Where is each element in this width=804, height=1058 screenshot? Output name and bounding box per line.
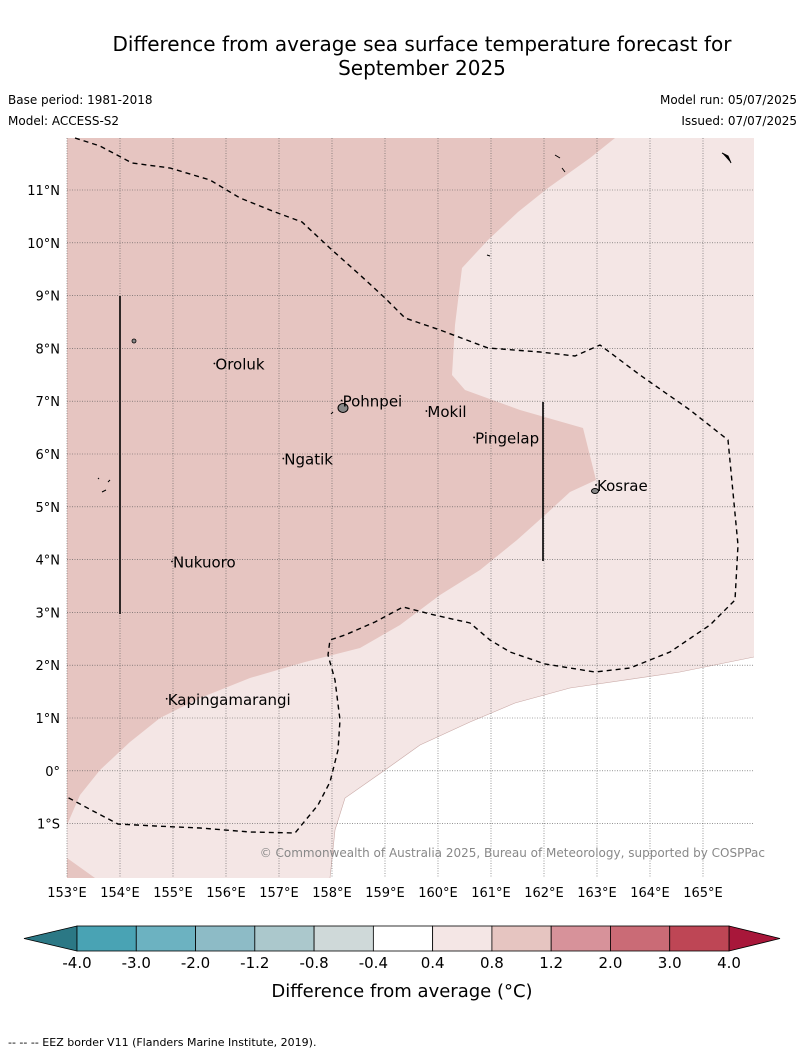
anomaly-0.8-1.2-fill bbox=[67, 138, 615, 825]
colorbar-tick-label: 2.0 bbox=[599, 954, 623, 972]
map-title-line2: September 2025 bbox=[338, 56, 506, 80]
colorbar-tick-label: 1.2 bbox=[539, 954, 563, 972]
graticule bbox=[66, 138, 754, 878]
longitude-label: 162°E bbox=[524, 886, 564, 901]
latitude-label: 1°N bbox=[36, 712, 61, 727]
colorbar-swatch bbox=[372, 925, 434, 952]
colorbar-tick-label: -4.0 bbox=[62, 954, 91, 972]
place-label: Pingelap bbox=[475, 429, 539, 447]
colorbar-swatch bbox=[550, 925, 611, 952]
place-marker bbox=[165, 697, 168, 700]
latitude-label: 2°N bbox=[36, 659, 61, 674]
longitude-label: 155°E bbox=[153, 886, 193, 901]
colorbar-tick-label: 0.4 bbox=[421, 954, 445, 972]
place-label: Kapingamarangi bbox=[168, 691, 291, 709]
colorbar-label: Difference from average (°C) bbox=[271, 981, 532, 1002]
colorbar-swatch bbox=[195, 925, 256, 952]
colorbar-swatch bbox=[135, 925, 196, 952]
colorbar-under-arrow bbox=[23, 925, 78, 952]
colorbar-swatch bbox=[254, 925, 315, 952]
place-marker bbox=[171, 560, 173, 563]
colorbar-tick-label: 4.0 bbox=[717, 954, 741, 972]
place-marker bbox=[473, 436, 475, 439]
colorbar-tick-label: -1.2 bbox=[240, 954, 269, 972]
latitude-label: 11°N bbox=[27, 184, 60, 199]
anomaly-neutral-fill bbox=[330, 657, 754, 878]
issued-date: Issued: 07/07/2025 bbox=[681, 114, 797, 128]
colorbar-tick-label: -2.0 bbox=[181, 954, 210, 972]
pohnpei-island-shape bbox=[337, 403, 349, 413]
longitude-label: 157°E bbox=[259, 886, 299, 901]
latitude-label: 5°N bbox=[36, 501, 61, 516]
colorbar-tick-label: -0.4 bbox=[359, 954, 388, 972]
eez-border-dashed bbox=[66, 137, 739, 834]
model-name: Model: ACCESS-S2 bbox=[8, 114, 120, 128]
latitude-label: 3°N bbox=[36, 606, 61, 621]
longitude-label: 154°E bbox=[100, 886, 140, 901]
kosrae-island-shape bbox=[591, 488, 599, 494]
latitude-label: 8°N bbox=[36, 342, 61, 357]
place-label: Oroluk bbox=[215, 356, 264, 374]
place-marker bbox=[425, 410, 428, 412]
longitude-label: 153°E bbox=[47, 886, 87, 901]
longitude-label: 165°E bbox=[683, 886, 723, 901]
anomaly-0.8-1.2-fill-corner bbox=[67, 858, 95, 878]
colorbar-swatch bbox=[491, 925, 552, 952]
longitude-label: 158°E bbox=[312, 886, 352, 901]
place-label: Nukuoro bbox=[173, 554, 236, 572]
place-labels: Oroluk Pohnpei Mokil Pingelap Ngatik Kosrae Nu… bbox=[165, 356, 648, 709]
base-period: Base period: 1981-2018 bbox=[8, 93, 153, 107]
contour-0.4 bbox=[329, 656, 755, 879]
colorbar-over-arrow bbox=[728, 925, 781, 952]
longitude-label: 160°E bbox=[418, 886, 458, 901]
colorbar-swatch bbox=[313, 925, 374, 952]
map-title: Difference from average sea surface temp… bbox=[40, 32, 804, 80]
atoll-outlines bbox=[97, 152, 732, 493]
colorbar-swatch bbox=[76, 925, 137, 952]
latitude-label: 0° bbox=[45, 765, 60, 780]
place-marker bbox=[213, 362, 216, 365]
latitude-labels: 11°N 10°N 9°N 8°N 7°N 6°N 5°N 4°N 3°N 2°N 1°N 0° 1°S bbox=[27, 184, 60, 833]
latitude-label: 4°N bbox=[36, 554, 61, 569]
place-marker bbox=[282, 457, 285, 460]
model-run: Model run: 05/07/2025 bbox=[659, 93, 797, 107]
latitude-label: 9°N bbox=[36, 290, 61, 305]
map-area: Oroluk Pohnpei Mokil Pingelap Ngatik Kosrae Nu… bbox=[66, 137, 765, 879]
latitude-label: 10°N bbox=[27, 237, 60, 252]
place-label: Mokil bbox=[427, 403, 466, 421]
place-label: Ngatik bbox=[284, 451, 333, 469]
longitude-label: 164°E bbox=[630, 886, 670, 901]
eez-footnote: -- -- -- EEZ border V11 (Flanders Marine… bbox=[8, 1036, 317, 1049]
latitude-label: 6°N bbox=[36, 448, 61, 463]
latitude-label: 1°S bbox=[37, 818, 60, 833]
longitude-label: 156°E bbox=[206, 886, 246, 901]
longitude-label: 161°E bbox=[471, 886, 511, 901]
copyright-text: © Commonwealth of Australia 2025, Bureau… bbox=[260, 846, 765, 860]
latitude-label: 7°N bbox=[36, 395, 61, 410]
longitude-labels: 153°E 154°E 155°E 156°E 157°E 158°E 159°E 160°E… bbox=[47, 886, 723, 901]
place-marker bbox=[595, 484, 597, 486]
place-label: Kosrae bbox=[597, 477, 648, 495]
map-title-line1: Difference from average sea surface temp… bbox=[112, 32, 732, 56]
place-label: Pohnpei bbox=[343, 392, 403, 410]
colorbar-swatch bbox=[669, 925, 730, 952]
colorbar-swatch bbox=[610, 925, 671, 952]
longitude-label: 163°E bbox=[577, 886, 617, 901]
colorbar-tick-label: 0.8 bbox=[480, 954, 504, 972]
longitude-label: 159°E bbox=[365, 886, 405, 901]
colorbar-tick-label: 3.0 bbox=[658, 954, 682, 972]
islet-shape bbox=[131, 338, 137, 344]
place-marker bbox=[340, 399, 343, 402]
colorbar-swatch bbox=[432, 925, 493, 952]
colorbar-tick-label: -3.0 bbox=[122, 954, 151, 972]
colorbar-ticks: -4.0 -3.0 -2.0 -1.2 -0.8 -0.4 0.4 0.8 1.2 2.0 3.0 4… bbox=[62, 954, 741, 972]
colorbar bbox=[23, 925, 781, 952]
colorbar-tick-label: -0.8 bbox=[299, 954, 328, 972]
